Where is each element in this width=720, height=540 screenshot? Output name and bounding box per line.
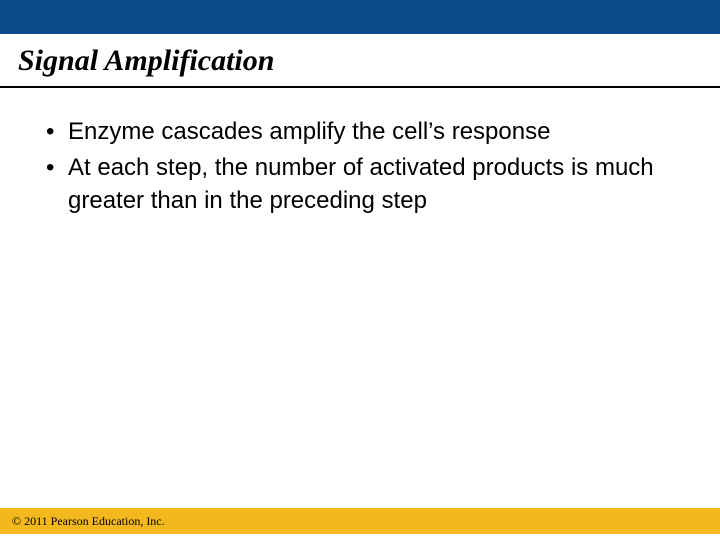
bullet-list: Enzyme cascades amplify the cell’s respo… bbox=[40, 116, 680, 217]
header-bar bbox=[0, 0, 720, 34]
footer-bar: © 2011 Pearson Education, Inc. bbox=[0, 508, 720, 534]
bullet-item: Enzyme cascades amplify the cell’s respo… bbox=[40, 116, 680, 148]
bullet-item: At each step, the number of activated pr… bbox=[40, 152, 680, 217]
title-region: Signal Amplification bbox=[0, 34, 720, 88]
content-area: Enzyme cascades amplify the cell’s respo… bbox=[0, 88, 720, 217]
slide-title: Signal Amplification bbox=[18, 44, 702, 78]
copyright-text: © 2011 Pearson Education, Inc. bbox=[12, 514, 165, 529]
